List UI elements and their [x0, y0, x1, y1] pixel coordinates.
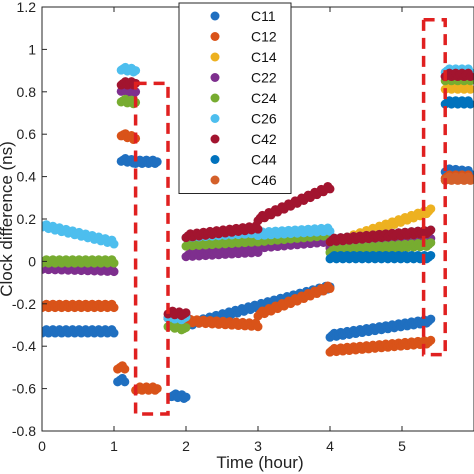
- y-tick-label: 1: [28, 41, 36, 57]
- legend-marker: [210, 73, 220, 82]
- legend-label: C46: [251, 172, 277, 188]
- highlight-box: [421, 17, 447, 357]
- y-axis-title: Clock difference (ns): [0, 141, 16, 297]
- data-point: [253, 224, 263, 234]
- data-point: [465, 175, 474, 185]
- data-point: [426, 314, 436, 324]
- legend-label: C42: [251, 131, 277, 147]
- data-point: [465, 72, 474, 82]
- data-point: [109, 328, 119, 338]
- data-point: [120, 364, 130, 374]
- data-point: [181, 308, 191, 318]
- x-axis-title: Time (hour): [216, 453, 303, 472]
- data-point: [152, 384, 162, 394]
- x-tick-label: 2: [182, 438, 190, 454]
- legend-label: C44: [251, 152, 277, 168]
- y-tick-label: -0.4: [12, 338, 36, 354]
- data-markers: [42, 62, 474, 403]
- data-point: [325, 184, 335, 194]
- data-point: [465, 99, 474, 109]
- y-tick-label: -0.8: [12, 423, 36, 439]
- legend-label: C11: [251, 8, 276, 24]
- y-tick-label: 0.2: [17, 211, 37, 227]
- highlight-boxes: [133, 17, 447, 416]
- data-point: [426, 225, 436, 235]
- legend: C11 C12 C14 C22 C24 C26 C42 C44 C46: [178, 2, 292, 194]
- data-point: [325, 284, 335, 294]
- data-point: [181, 392, 191, 402]
- series-c42: [116, 68, 474, 321]
- data-point: [152, 157, 162, 167]
- data-point: [131, 66, 141, 76]
- data-point: [181, 323, 191, 333]
- legend-marker: [210, 175, 220, 185]
- legend-marker: [210, 11, 220, 21]
- legend-label: C24: [251, 90, 277, 106]
- data-point: [253, 322, 263, 332]
- legend-label: C14: [251, 49, 277, 65]
- legend-box: [178, 2, 292, 194]
- axis-ticks: 0 1 2 3 4 5 -0.8 -0.6 -0.4 -0.2 0 0.2 0.4 0.6 0.8 1 1.2: [12, 0, 406, 454]
- data-point: [131, 87, 141, 97]
- y-tick-label: 1.2: [17, 0, 37, 15]
- data-point: [465, 84, 474, 94]
- data-point: [109, 303, 119, 313]
- y-tick-label: 0: [28, 253, 36, 269]
- data-point: [109, 258, 119, 268]
- x-tick-label: 4: [326, 438, 334, 454]
- x-tick-label: 1: [110, 438, 118, 454]
- data-point: [109, 267, 119, 277]
- y-tick-label: 0.8: [17, 84, 37, 100]
- series-c46: [440, 172, 474, 185]
- data-point: [109, 239, 119, 249]
- highlight-box: [133, 81, 170, 416]
- y-tick-label: -0.2: [12, 296, 36, 312]
- y-tick-label: -0.6: [12, 381, 36, 397]
- data-point: [426, 250, 436, 260]
- legend-marker: [210, 155, 220, 164]
- legend-marker: [210, 93, 220, 103]
- legend-marker: [210, 52, 220, 62]
- x-tick-label: 3: [254, 438, 262, 454]
- legend-label: C12: [251, 29, 277, 45]
- data-point: [426, 335, 436, 345]
- legend-marker: [210, 134, 220, 144]
- legend-marker: [210, 114, 220, 123]
- data-point: [426, 238, 436, 248]
- y-tick-label: 0.6: [17, 126, 37, 142]
- legend-label: C26: [251, 111, 277, 127]
- legend-marker: [210, 32, 220, 41]
- legend-label: C22: [251, 70, 277, 86]
- y-tick-label: 0.4: [17, 169, 37, 185]
- x-tick-label: 0: [38, 438, 46, 454]
- data-point: [120, 377, 130, 387]
- data-point: [325, 226, 335, 236]
- series-c44: [325, 96, 474, 264]
- series-c12: [42, 129, 474, 395]
- x-tick-label: 5: [398, 438, 406, 454]
- data-point: [426, 204, 436, 214]
